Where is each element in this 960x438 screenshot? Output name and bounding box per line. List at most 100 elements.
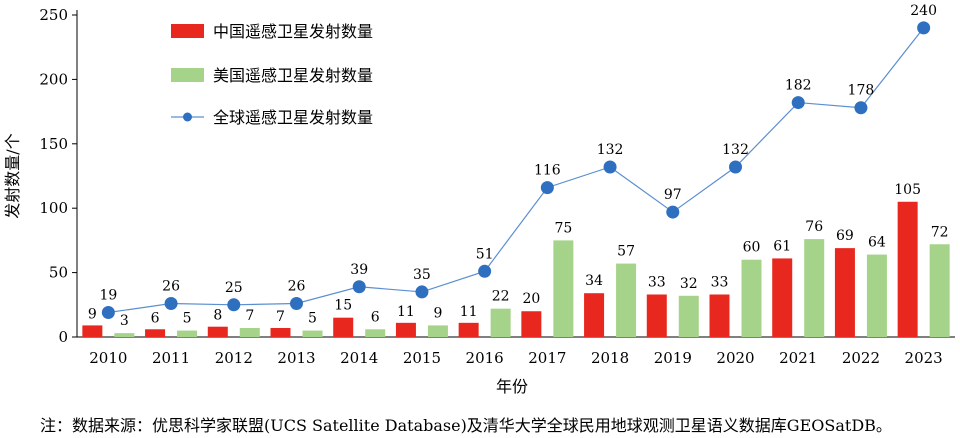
y-tick-label: 200 <box>39 70 68 88</box>
y-tick-label: 50 <box>49 264 68 282</box>
line-point <box>290 297 303 311</box>
line-point <box>854 101 868 115</box>
bar-series <box>82 201 950 337</box>
x-tick-label: 2020 <box>716 349 754 367</box>
line-value-label: 132 <box>722 142 749 158</box>
legend-label: 全球遥感卫星发射数量 <box>213 108 373 127</box>
bar <box>270 327 291 337</box>
bar-value-label: 9 <box>433 305 442 321</box>
bar <box>897 201 918 337</box>
x-tick-label: 2011 <box>152 349 190 367</box>
line-value-label: 25 <box>225 280 243 296</box>
x-tick-label: 2012 <box>215 349 253 367</box>
bar <box>709 294 730 337</box>
x-tick-label: 2014 <box>340 349 378 367</box>
legend-swatch <box>171 68 204 82</box>
bar-value-label: 6 <box>151 310 160 326</box>
bar <box>804 239 825 337</box>
x-tick-label: 2019 <box>654 349 692 367</box>
source-note: 注：数据来源：优思科学家联盟(UCS Satellite Database)及清… <box>40 412 892 436</box>
x-tick-label: 2010 <box>89 349 127 367</box>
line-value-label: 35 <box>413 267 431 283</box>
x-tick-label: 2018 <box>591 349 629 367</box>
global-line <box>108 27 925 314</box>
line-value-label: 19 <box>99 288 117 304</box>
bar <box>490 308 511 337</box>
bar <box>427 325 448 337</box>
line-point <box>227 298 241 312</box>
x-tick-label: 2023 <box>905 349 943 367</box>
bar <box>177 330 198 337</box>
bar-value-label: 6 <box>371 309 380 325</box>
line-value-label: 178 <box>848 83 875 99</box>
legend-label: 美国遥感卫星发射数量 <box>213 66 373 85</box>
bar-value-label: 69 <box>836 228 854 244</box>
bar <box>678 295 699 337</box>
bar <box>239 327 260 337</box>
line-point <box>164 297 178 311</box>
bar-value-label: 15 <box>334 298 352 314</box>
x-tick-label: 2015 <box>403 349 441 367</box>
bar-value-label: 105 <box>894 182 921 198</box>
bar <box>82 325 103 337</box>
line-point <box>917 21 931 35</box>
bar <box>207 326 228 337</box>
bar <box>365 329 386 337</box>
x-tick-label: 2016 <box>466 349 504 367</box>
line-point <box>540 181 554 195</box>
bar <box>616 263 637 337</box>
y-tick-label: 150 <box>39 135 68 153</box>
line-point <box>415 285 429 299</box>
bar-value-label: 64 <box>868 235 886 251</box>
x-tick-label: 2022 <box>842 349 880 367</box>
bar <box>458 322 479 337</box>
bar-value-label: 5 <box>183 311 192 327</box>
note-prefix: 注： <box>40 416 73 435</box>
bar-value-label: 11 <box>397 304 415 320</box>
bar <box>553 240 574 337</box>
bar-value-label: 75 <box>554 220 572 236</box>
bar <box>302 330 323 337</box>
legend-label: 中国遥感卫星发射数量 <box>213 22 373 41</box>
bar-value-label: 7 <box>276 309 285 325</box>
y-axis-ticks: 0 50 100 150 200 250 <box>39 6 77 346</box>
line-point <box>791 96 805 110</box>
line-value-label: 240 <box>910 3 937 19</box>
bar-value-label: 34 <box>585 273 603 289</box>
x-tick-label: 2017 <box>528 349 566 367</box>
bar <box>834 248 855 337</box>
bar <box>521 311 542 337</box>
line-point <box>729 160 742 174</box>
bar <box>395 322 416 337</box>
y-tick-label: 100 <box>39 199 68 217</box>
bar-value-label: 61 <box>773 238 791 254</box>
line-value-label: 116 <box>534 163 561 179</box>
bar <box>114 333 135 337</box>
bar-value-label: 60 <box>743 240 761 256</box>
line-point <box>352 280 366 294</box>
bar <box>145 329 166 337</box>
legend-swatch <box>171 24 204 38</box>
line-value-label: 39 <box>350 262 368 278</box>
bar-value-label: 33 <box>711 274 729 290</box>
bar-value-label: 8 <box>213 308 222 324</box>
bar <box>929 244 950 337</box>
line-value-label: 51 <box>476 246 494 262</box>
line-value-label: 26 <box>288 279 306 295</box>
x-tick-label: 2013 <box>277 349 315 367</box>
bar-value-label: 5 <box>308 311 317 327</box>
legend-marker <box>183 112 192 122</box>
line-point <box>478 264 492 278</box>
bar-value-label: 9 <box>88 306 97 322</box>
x-tick-label: 2021 <box>779 349 817 367</box>
bar-value-label: 76 <box>805 219 823 235</box>
bar-value-label: 33 <box>648 274 666 290</box>
line-point <box>666 205 680 219</box>
bar <box>772 258 793 337</box>
y-axis-label: 发射数量/个 <box>3 133 22 218</box>
line-value-label: 182 <box>785 78 812 94</box>
bar <box>741 259 762 337</box>
